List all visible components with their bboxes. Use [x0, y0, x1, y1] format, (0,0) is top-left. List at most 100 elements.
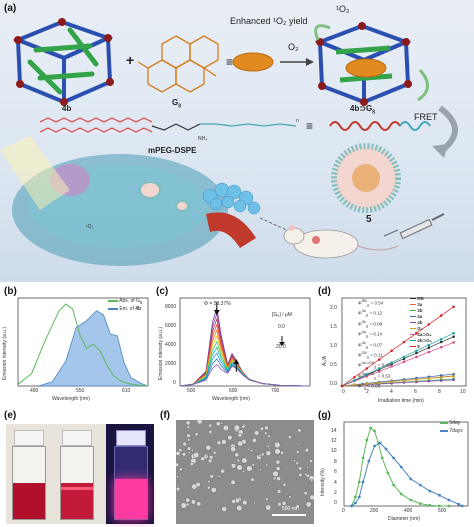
panel-b-chart — [17, 297, 149, 387]
vial-1-cap — [14, 430, 44, 446]
panel-b-xtick-0: 490 — [30, 388, 39, 394]
dls-point-0-10 — [392, 483, 395, 487]
syringe-icon — [383, 213, 445, 240]
data-point-0-7 — [427, 346, 431, 350]
particle-56 — [236, 504, 243, 511]
dls-point-1-8 — [392, 456, 395, 460]
legend-item-2: 3b — [410, 308, 432, 314]
panel-c-xtick-2: 700 — [271, 388, 280, 394]
panel-c-ytick-0: 0 — [173, 380, 176, 386]
cage-4b-structure — [12, 18, 114, 106]
dls-point-1-13 — [437, 493, 441, 497]
particle-98 — [277, 502, 282, 507]
data-point-4-9 — [452, 378, 455, 382]
tyndall-beam — [61, 487, 93, 490]
fit-line-0 — [341, 336, 454, 387]
dls-point-1-16 — [460, 504, 464, 508]
vial-3-cap — [116, 430, 146, 446]
data-point-6-5 — [402, 360, 406, 364]
panel-g-chart — [343, 421, 469, 508]
phi-row-3: Φ4aΔ = 0.14 — [358, 330, 383, 339]
data-point-6-7 — [427, 350, 431, 354]
dls-point-1-9 — [399, 465, 403, 469]
guest-g8-label: G8 — [172, 98, 182, 110]
dls-point-0-4 — [365, 438, 369, 442]
vial-3 — [114, 446, 148, 520]
data-point-5-6 — [415, 378, 418, 382]
data-point-5-7 — [427, 377, 431, 380]
particle-113 — [309, 494, 314, 501]
particle-93 — [220, 468, 225, 474]
particle-118 — [268, 483, 271, 486]
particle-88 — [212, 450, 217, 455]
phi-row-8: Φ5Δ = 0.86 — [358, 382, 381, 391]
particle-108 — [176, 462, 180, 467]
panel-d-xtick-2: 4 — [390, 389, 393, 395]
particle-115 — [217, 475, 221, 478]
data-point-7-9 — [452, 331, 455, 335]
particle-4 — [264, 425, 269, 431]
data-point-8-2 — [365, 367, 369, 370]
panel-g-legend-1: 5day — [440, 420, 460, 426]
particle-55 — [242, 499, 248, 506]
peg-repeat-n: n — [296, 118, 299, 124]
particle-20 — [304, 448, 309, 453]
data-point-5-2 — [365, 382, 369, 386]
panel-d-ytick-2: 1.0 — [330, 343, 337, 349]
panel-d-xtick-4: 8 — [438, 389, 441, 395]
panel-f-sem-image — [176, 420, 314, 524]
particle-66 — [267, 434, 271, 438]
fit-line-6 — [341, 342, 454, 387]
dls-point-0-11 — [399, 492, 403, 496]
panel-d-ytick-4: 2.0 — [330, 305, 337, 311]
particle-58 — [281, 501, 287, 506]
panel-g-legend-2: 7days — [440, 428, 463, 434]
mpeg-dspe-structure — [39, 117, 297, 133]
panel-b-label: (b) — [4, 286, 17, 297]
cage-4b-label: 4b — [62, 104, 72, 113]
particle-78 — [297, 428, 302, 433]
panel-b-ylabel: Emission intensity (a.u.) — [2, 326, 8, 380]
panel-g-ytick-4: 8 — [334, 459, 337, 465]
absorption-g8-line — [17, 303, 149, 387]
particle-127 — [265, 450, 272, 456]
up-arrow-head-icon — [233, 359, 240, 364]
data-point-8-5 — [402, 340, 406, 344]
down-arrow-head-icon — [213, 310, 220, 315]
particle-97 — [193, 452, 200, 459]
dls-point-0-8 — [380, 456, 384, 460]
particle-87 — [272, 470, 279, 478]
particle-99 — [293, 459, 296, 463]
particle-17 — [264, 431, 268, 435]
particle-0 — [242, 470, 246, 473]
emission-4b-area — [38, 310, 149, 387]
particle-120 — [182, 441, 187, 447]
vial-2 — [60, 446, 94, 520]
data-point-8-9 — [452, 305, 455, 309]
particle-38 — [185, 420, 191, 426]
data-point-4-8 — [439, 379, 443, 383]
particle-25 — [305, 501, 312, 508]
legend-item-1: 3a — [410, 302, 432, 308]
panel-d-xtick-3: 6 — [414, 389, 417, 395]
panel-a-illustration — [0, 18, 458, 266]
particle-101 — [208, 423, 212, 428]
particle-5 — [207, 480, 211, 484]
panel-d-xtick-1: 2 — [366, 389, 369, 395]
panel-f-label: (f) — [160, 410, 170, 421]
particle-22 — [236, 458, 240, 463]
particle-128 — [237, 440, 243, 447]
dls-point-1-11 — [418, 483, 422, 487]
particle-91 — [253, 430, 260, 436]
particle-107 — [265, 463, 269, 467]
panel-d-ytick-0: 0.0 — [330, 381, 337, 387]
phi-row-7: Φ4b⊃G8Δ = 0.53 — [358, 371, 391, 381]
dls-point-1-6 — [378, 441, 382, 445]
data-point-8-6 — [415, 331, 418, 335]
particle-95 — [275, 466, 281, 471]
particle-67 — [247, 448, 251, 451]
panel-c-ytick-1: 2000 — [165, 361, 177, 367]
data-point-7-2 — [365, 373, 369, 376]
particle-15 — [295, 461, 299, 466]
particle-26 — [276, 476, 281, 481]
